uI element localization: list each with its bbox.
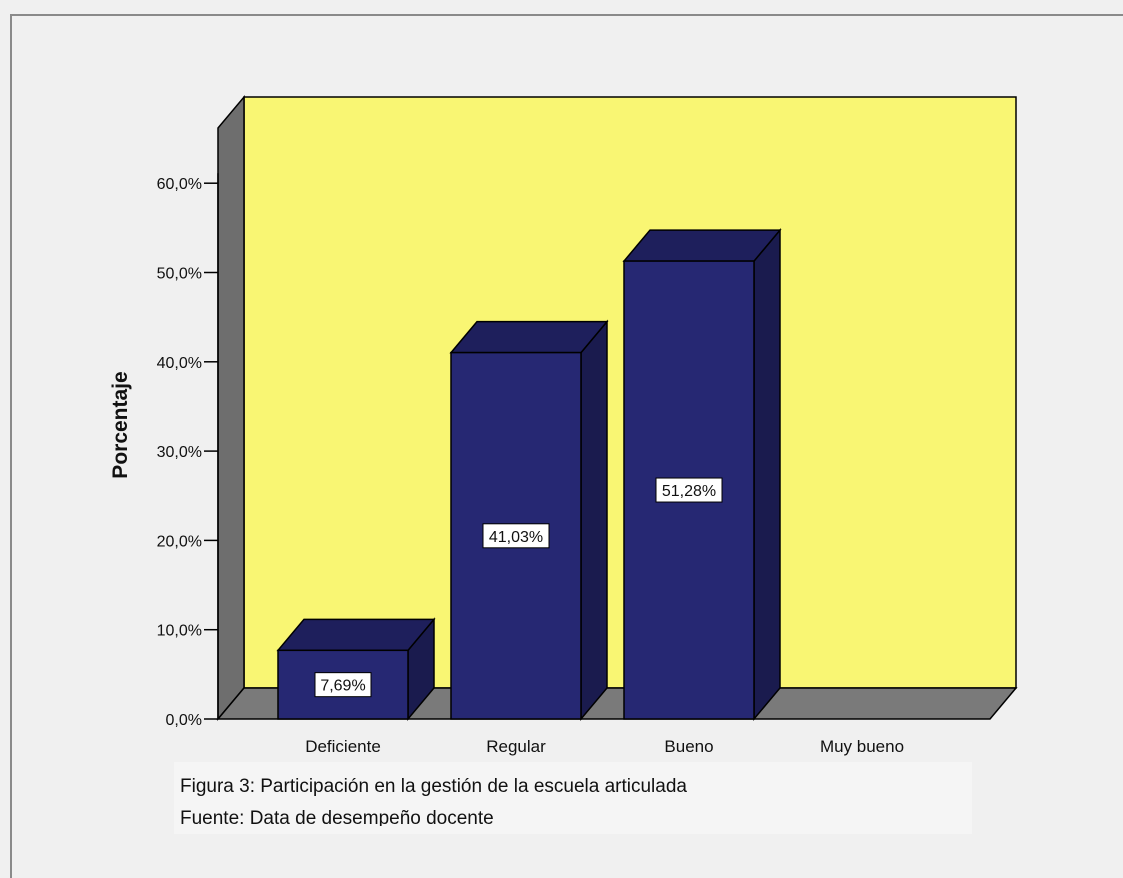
source-caption: Fuente: Data de desempeño docente [180, 808, 494, 826]
y-tick-label: 0,0% [166, 712, 202, 729]
y-tick-label: 60,0% [157, 176, 202, 193]
plot-side-wall [217, 94, 245, 722]
y-tick-label: 10,0% [157, 623, 202, 640]
bar-top [276, 618, 436, 652]
data-label-box [655, 477, 723, 503]
x-tick-label: Regular [486, 737, 546, 756]
bar-top [449, 320, 609, 354]
data-labels: 7,69% 41,03% 51,28% [314, 477, 723, 698]
y-tick-label: 40,0% [157, 355, 202, 372]
caption-box [174, 762, 972, 834]
y-tick-label: 30,0% [157, 444, 202, 461]
x-tick-label: Deficiente [305, 737, 381, 756]
bar-top [622, 229, 782, 262]
bar-side [580, 319, 608, 722]
data-label: 41,03% [489, 529, 543, 546]
figure-caption: Figura 3: Participación en la gestión de… [180, 776, 687, 797]
x-axis: Deficiente Regular Bueno Muy bueno [305, 737, 904, 756]
data-label-box [314, 672, 372, 698]
y-axis-title: Porcentaje [109, 371, 132, 478]
data-label: 7,69% [320, 678, 365, 695]
y-tick-label: 50,0% [157, 266, 202, 283]
y-tick-label: 20,0% [157, 533, 202, 550]
x-tick-label: Muy bueno [820, 737, 904, 756]
y-axis: 0,0% 10,0% 20,0% 30,0% 40,0% 50,0% 60,0% [157, 173, 219, 729]
x-tick-label: Bueno [664, 737, 713, 756]
bar-side [753, 228, 781, 722]
data-label-box [482, 523, 550, 549]
data-label: 51,28% [662, 483, 716, 500]
